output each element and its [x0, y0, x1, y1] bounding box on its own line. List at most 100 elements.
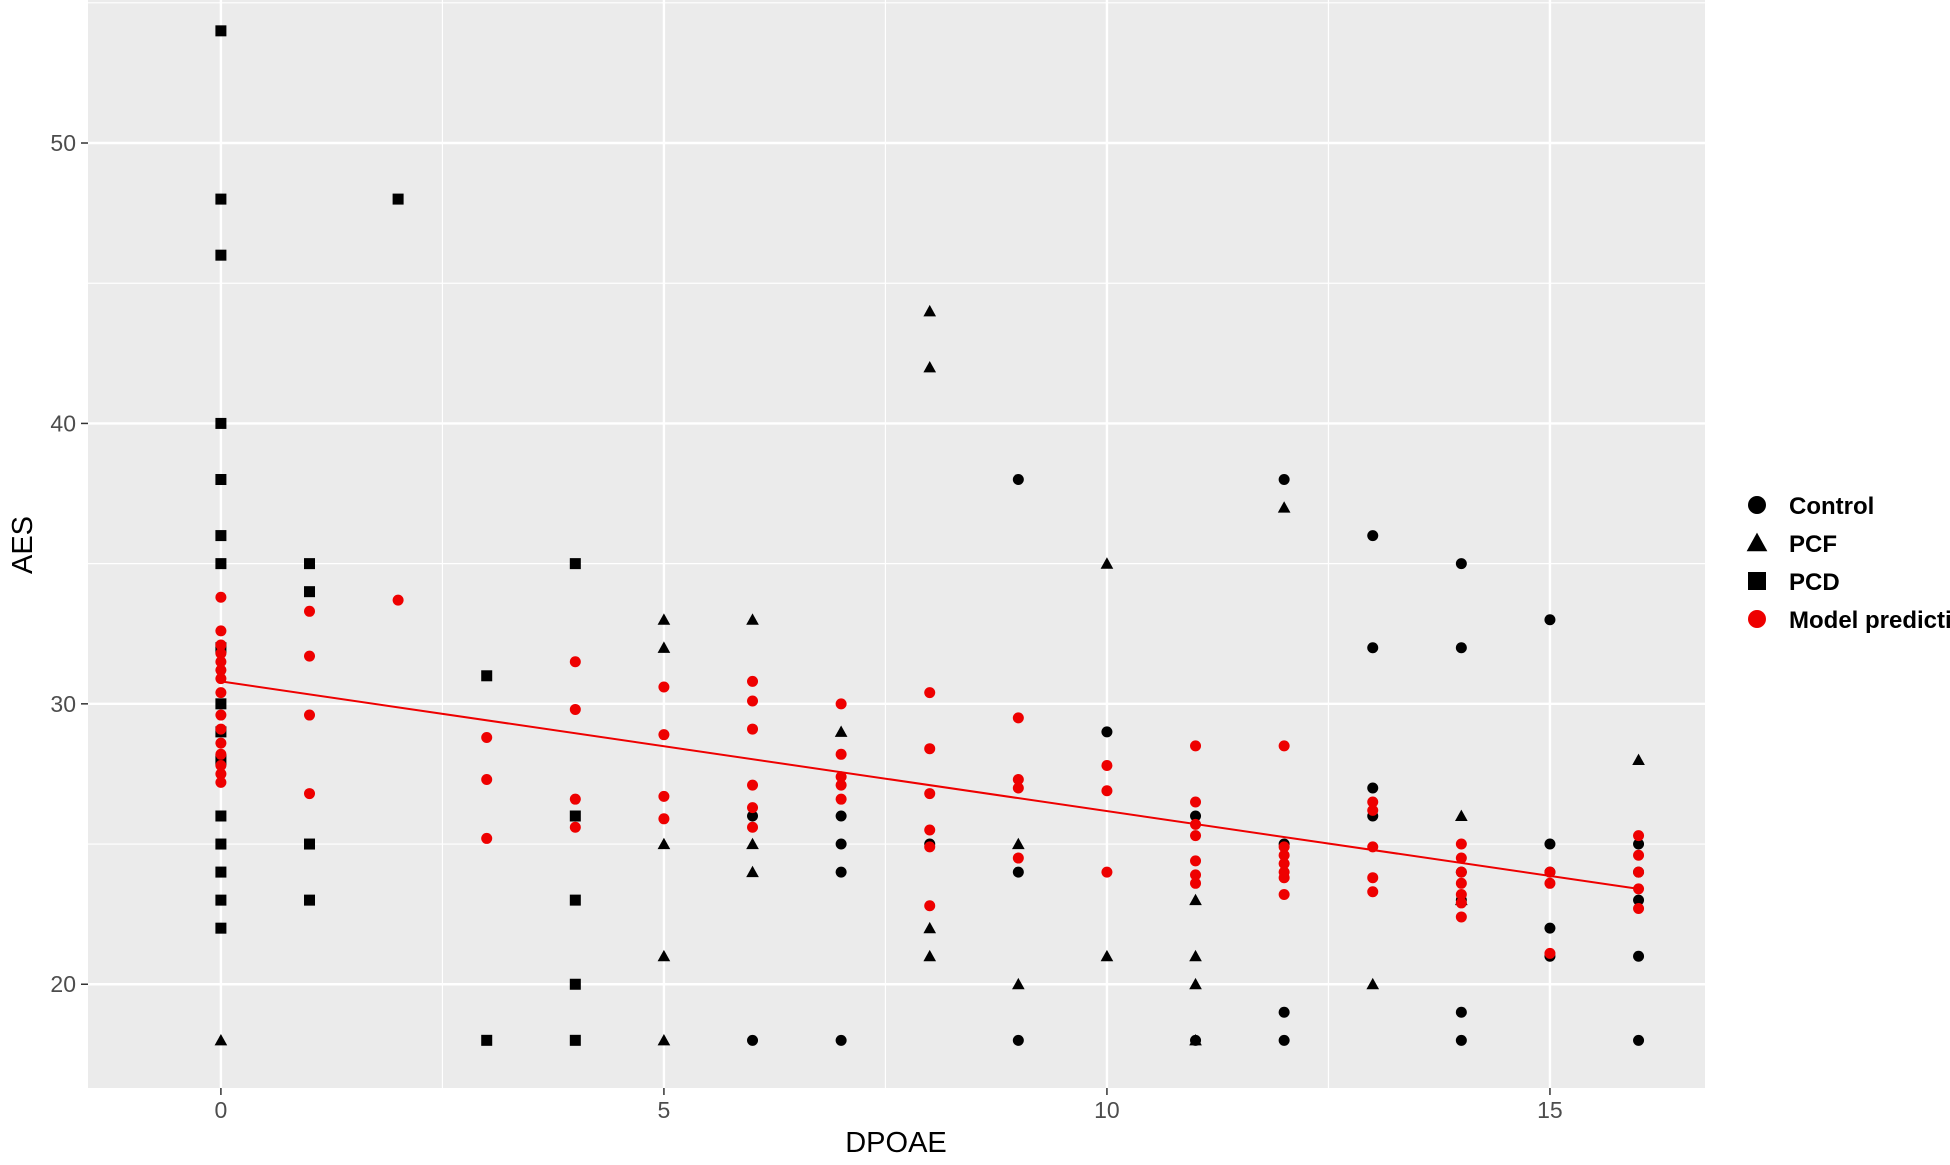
control-point — [747, 1034, 759, 1046]
model-prediction-point — [215, 639, 227, 651]
model-prediction-point — [1455, 897, 1467, 909]
model-prediction-point — [747, 779, 759, 791]
model-prediction-point — [215, 664, 227, 676]
model-prediction-trend-line — [220, 680, 1639, 890]
model-prediction-point — [1012, 782, 1024, 794]
model-prediction-point — [835, 748, 847, 760]
pcf-point — [1189, 949, 1202, 962]
pcf-point — [1012, 977, 1025, 990]
model-prediction-point — [1455, 866, 1467, 878]
control-point — [1101, 726, 1113, 738]
model-prediction-point — [1455, 838, 1467, 850]
model-prediction-point — [215, 723, 227, 735]
model-prediction-point — [747, 675, 759, 687]
grid-layer — [88, 0, 1705, 1088]
model-prediction-point — [835, 698, 847, 710]
model-prediction-point — [1190, 855, 1202, 867]
model-prediction-point — [835, 779, 847, 791]
legend-key-triangle — [1746, 532, 1768, 552]
control-point — [1278, 1034, 1290, 1046]
legend-key-circle — [1748, 610, 1766, 628]
control-point — [1455, 642, 1467, 654]
y-tick-label: 30 — [50, 691, 76, 717]
control-point — [1544, 614, 1556, 626]
pcf-point — [1366, 977, 1380, 990]
control-point — [1367, 782, 1379, 794]
model-prediction-point — [1633, 866, 1645, 878]
model-prediction-point — [747, 695, 759, 707]
pcd-point — [215, 417, 227, 429]
model-prediction-point — [1012, 774, 1024, 786]
model-prediction-point — [1633, 903, 1645, 915]
pcd-point — [569, 978, 581, 990]
pcd-point — [215, 838, 227, 850]
control-point — [1633, 838, 1645, 850]
model-prediction-point — [215, 673, 227, 685]
model-prediction-point — [215, 760, 227, 772]
tick-layer: 0 5 10 15 20 30 40 50 — [50, 130, 1562, 1123]
pcf-point — [1012, 837, 1025, 850]
model-prediction-point — [658, 681, 670, 693]
x-axis-title: DPOAE — [845, 1127, 947, 1159]
pcf-point — [746, 613, 759, 625]
model-prediction-point — [924, 788, 936, 800]
model-prediction-point — [658, 729, 670, 741]
panel-background — [88, 0, 1705, 1088]
pcd-point — [215, 25, 227, 37]
series-pcd — [215, 25, 581, 1046]
pcd-point — [215, 754, 227, 766]
model-prediction-point — [481, 774, 493, 786]
model-prediction-point — [1190, 877, 1202, 889]
model-prediction-point — [1278, 889, 1290, 901]
model-prediction-point — [304, 788, 316, 800]
pcf-point — [657, 837, 671, 850]
control-point — [835, 838, 847, 850]
model-prediction-point — [1455, 889, 1467, 901]
model-prediction-point — [1101, 760, 1113, 772]
model-prediction-point — [569, 656, 581, 668]
pcf-point — [1189, 893, 1202, 906]
control-point — [1633, 894, 1645, 906]
pcd-point — [569, 810, 581, 822]
pcd-point — [215, 558, 227, 570]
legend-item-control: Control — [1748, 493, 1874, 520]
model-prediction-point — [1544, 947, 1556, 959]
x-tick-label: 0 — [215, 1097, 228, 1123]
control-point — [1278, 1006, 1290, 1018]
pcf-point — [657, 613, 671, 625]
pcd-point — [569, 1034, 581, 1046]
model-prediction-point — [747, 723, 759, 735]
control-point — [1278, 474, 1290, 486]
legend-label: Control — [1789, 493, 1874, 520]
model-prediction-point — [215, 625, 227, 637]
model-prediction-point — [1455, 911, 1467, 923]
model-prediction-point — [215, 647, 227, 659]
model-prediction-point — [304, 709, 316, 721]
y-tick-label: 50 — [50, 130, 76, 156]
pcf-point — [1277, 501, 1291, 513]
pcf-point — [1100, 557, 1114, 569]
pcd-point — [569, 894, 581, 906]
x-tick-label: 5 — [658, 1097, 671, 1123]
control-point — [1367, 530, 1379, 542]
control-point — [1544, 838, 1556, 850]
pcd-point — [215, 698, 227, 710]
model-prediction-point — [1101, 785, 1113, 797]
model-prediction-point — [747, 802, 759, 814]
model-prediction-point — [924, 824, 936, 836]
model-prediction-point — [1367, 796, 1379, 808]
model-prediction-point — [215, 591, 227, 603]
model-prediction-point — [1367, 886, 1379, 898]
control-point — [1455, 1034, 1467, 1046]
model-prediction-point — [1633, 830, 1645, 842]
control-point — [1012, 474, 1024, 486]
pcf-point — [1189, 977, 1202, 990]
model-prediction-point — [1190, 830, 1202, 842]
model-prediction-point — [215, 709, 227, 721]
model-prediction-point — [1544, 866, 1556, 878]
model-prediction-point — [658, 790, 670, 802]
control-point — [1633, 1034, 1645, 1046]
pcd-point — [304, 586, 316, 598]
model-prediction-point — [569, 793, 581, 805]
control-point — [1455, 1006, 1467, 1018]
